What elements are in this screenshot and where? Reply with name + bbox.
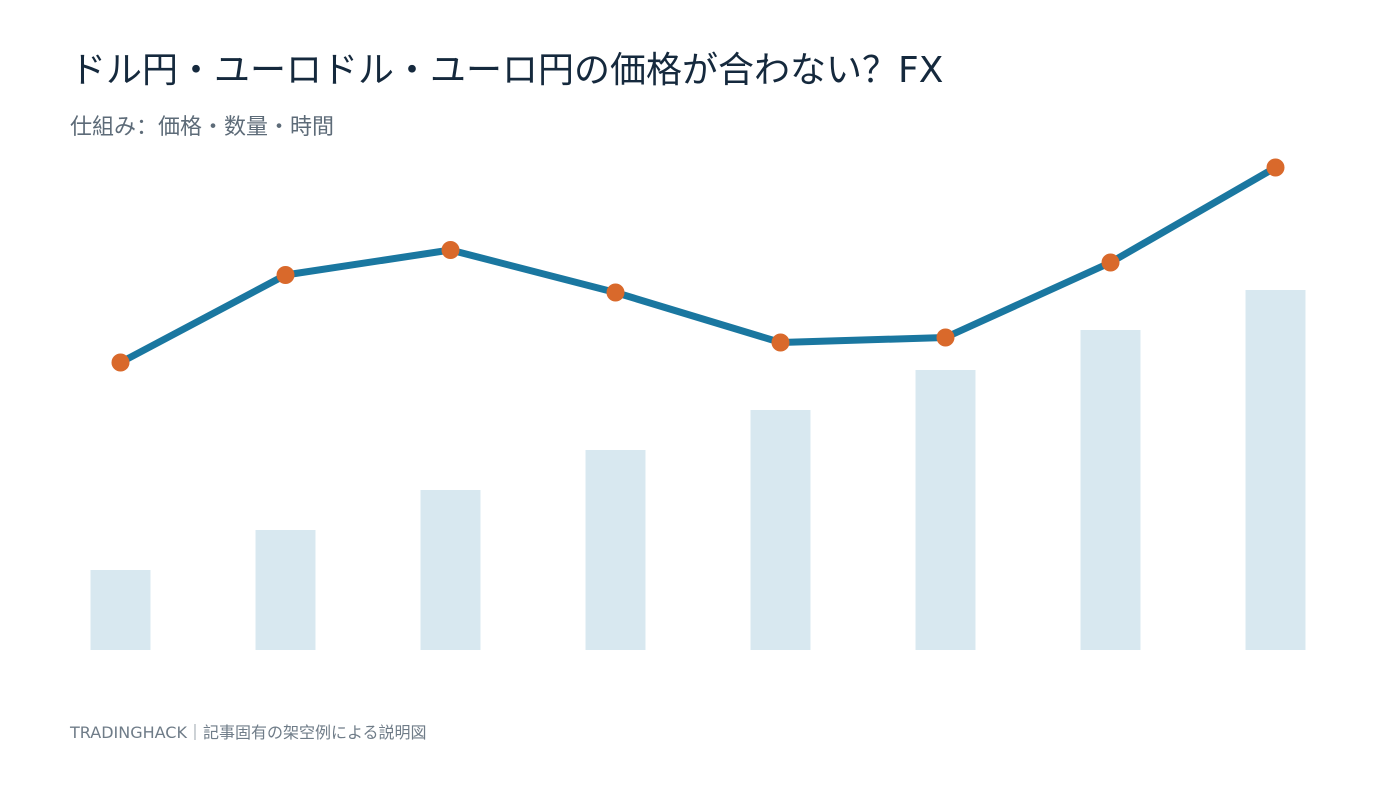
bars-layer — [90, 290, 1306, 650]
chart-subtitle: 仕組み：価格・数量・時間 — [70, 115, 335, 140]
footer-credit: TRADINGHACK｜記事固有の架空例による説明図 — [70, 723, 427, 742]
bar-8 — [1245, 290, 1306, 650]
line-point-7 — [1101, 253, 1120, 272]
bar-5 — [750, 410, 811, 650]
bar-2 — [255, 530, 316, 650]
points-layer — [111, 158, 1285, 372]
chart-title: ドル円・ユーロドル・ユーロ円の価格が合わない？FX — [70, 50, 944, 91]
series-line — [117, 164, 1279, 366]
bar-6 — [915, 370, 976, 650]
line-layer — [117, 164, 1279, 366]
line-point-2 — [276, 266, 295, 284]
bar-4 — [585, 450, 646, 650]
line-point-6 — [936, 328, 955, 347]
line-point-3 — [441, 241, 460, 259]
line-point-8 — [1266, 158, 1285, 177]
line-point-5 — [771, 333, 790, 352]
bar-3 — [420, 490, 481, 650]
bar-1 — [90, 570, 151, 650]
line-point-4 — [606, 283, 625, 302]
line-point-1 — [111, 353, 130, 372]
bar-7 — [1080, 330, 1141, 650]
